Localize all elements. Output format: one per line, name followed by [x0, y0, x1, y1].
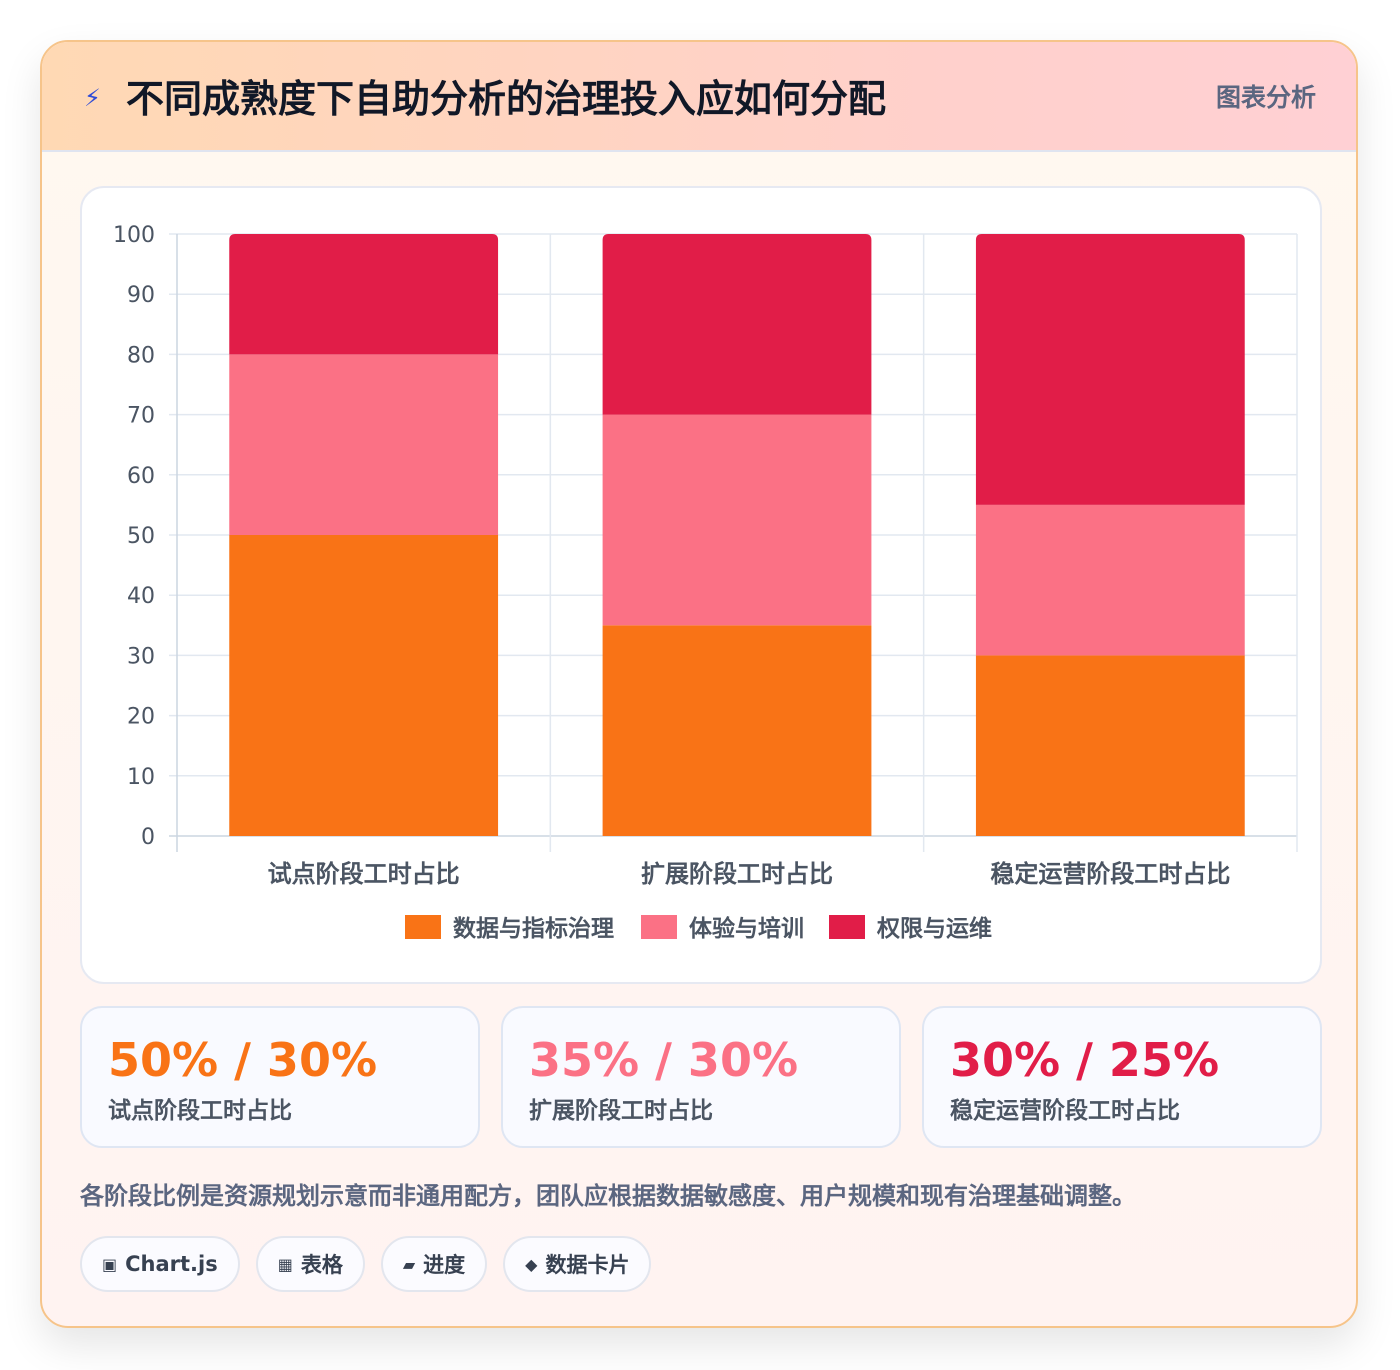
report-card: ⚡ 不同成熟度下自助分析的治理投入应如何分配 图表分析 0 10 20 30 40 50 6… — [40, 40, 1358, 1328]
footnote: 各阶段比例是资源规划示意而非通用配方，团队应根据数据敏感度、用户规模和现有治理基… — [80, 1182, 1136, 1210]
lightning-icon: ⚡ — [84, 84, 101, 112]
legend-label: 数据与指标治理 — [453, 915, 614, 942]
y-tick-label: 40 — [127, 584, 155, 609]
x-tick-label: 扩展阶段工时占比 — [641, 860, 833, 888]
legend-label: 体验与培训 — [689, 915, 804, 942]
chip-chartjs[interactable]: ▣ Chart.js — [80, 1236, 240, 1292]
y-tick-label: 20 — [127, 705, 155, 730]
y-tick-label: 80 — [127, 343, 155, 368]
x-tick-label: 稳定运营阶段工时占比 — [990, 860, 1230, 888]
stat-card-pilot: 50% / 30% 试点阶段工时占比 — [80, 1006, 480, 1148]
stat-value: 35% / 30% — [529, 1033, 799, 1087]
chip-progress[interactable]: ▰ 进度 — [380, 1236, 488, 1292]
progress-icon: ▰ — [402, 1254, 416, 1274]
y-tick-label: 0 — [141, 825, 155, 850]
card-header: ⚡ 不同成熟度下自助分析的治理投入应如何分配 图表分析 — [42, 42, 1356, 152]
chip-label: Chart.js — [125, 1252, 218, 1276]
stat-label: 稳定运营阶段工时占比 — [950, 1098, 1180, 1124]
bar-segment — [602, 414, 872, 626]
chart-icon: ▣ — [102, 1254, 118, 1274]
y-tick-label: 70 — [127, 404, 155, 429]
chip-data-card[interactable]: ◆ 数据卡片 — [503, 1236, 652, 1292]
y-tick-label: 10 — [127, 765, 155, 790]
legend-swatch — [641, 915, 677, 939]
bar-segment — [975, 504, 1245, 656]
bar-segment — [975, 655, 1245, 836]
bar-segment — [229, 535, 499, 836]
stat-value: 30% / 25% — [950, 1033, 1220, 1087]
bar-segment — [602, 234, 872, 415]
bar-segment — [602, 625, 872, 836]
bar-segment — [975, 234, 1245, 505]
stacked-bar-chart: 0 10 20 30 40 50 60 70 80 90 100 试点阶段工时占比 扩展阶段工时占比 稳定… — [113, 223, 1298, 942]
stat-card-expansion: 35% / 30% 扩展阶段工时占比 — [501, 1006, 901, 1148]
y-tick-label: 100 — [113, 223, 155, 248]
page-title: 不同成熟度下自助分析的治理投入应如何分配 — [126, 77, 887, 121]
stat-label: 扩展阶段工时占比 — [529, 1098, 713, 1124]
y-tick-label: 50 — [127, 524, 155, 549]
header-tag: 图表分析 — [1215, 83, 1316, 112]
stat-label: 试点阶段工时占比 — [108, 1098, 292, 1124]
y-tick-label: 30 — [127, 644, 155, 669]
legend-swatch — [405, 915, 441, 939]
stat-card-operation: 30% / 25% 稳定运营阶段工时占比 — [922, 1006, 1322, 1148]
stat-value: 50% / 30% — [108, 1033, 378, 1087]
tag-chips: ▣ Chart.js ▦ 表格 ▰ 进度 ◆ 数据卡片 — [80, 1236, 652, 1294]
y-tick-label: 60 — [127, 464, 155, 489]
legend-label: 权限与运维 — [876, 915, 992, 942]
chip-table[interactable]: ▦ 表格 — [255, 1236, 365, 1292]
chart-panel: 0 10 20 30 40 50 60 70 80 90 100 试点阶段工时占比 扩展阶段工时占比 稳定… — [80, 186, 1322, 984]
bar-segment — [229, 234, 499, 355]
table-icon: ▦ — [277, 1254, 293, 1274]
chip-label: 进度 — [423, 1253, 466, 1277]
card-icon: ◆ — [525, 1254, 538, 1274]
chip-label: 数据卡片 — [545, 1253, 630, 1277]
y-tick-label: 90 — [127, 283, 155, 308]
x-tick-label: 试点阶段工时占比 — [268, 860, 460, 888]
bar-segment — [229, 354, 499, 535]
chip-label: 表格 — [300, 1253, 343, 1277]
legend-swatch — [829, 915, 865, 939]
